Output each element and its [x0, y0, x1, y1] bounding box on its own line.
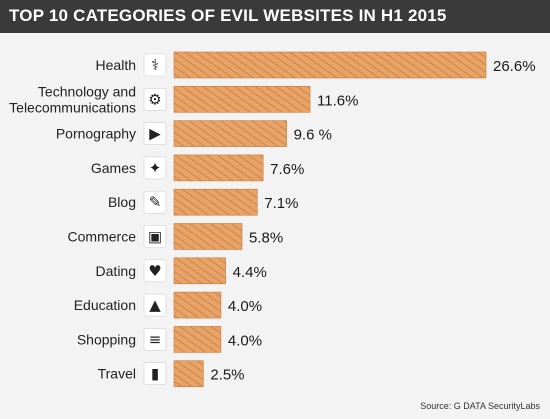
bar — [173, 120, 287, 147]
category-label: Education — [74, 297, 136, 313]
bar-row-health: Health ⚕ 26.6% — [96, 51, 536, 79]
category-label-line: Commerce — [68, 229, 137, 245]
luggage-icon: ▮ — [143, 362, 167, 386]
svg-text:⚕: ⚕ — [151, 56, 159, 74]
category-label: Technology and Telecommunications — [9, 83, 136, 115]
category-label: Shopping — [77, 331, 136, 347]
shopping-cart-icon: ≡ — [143, 328, 167, 351]
value-label: 7.6% — [270, 161, 304, 178]
value-label: 4.4% — [233, 264, 267, 281]
category-label-line: Dating — [96, 263, 136, 279]
gamepad-icon: ✦ — [143, 156, 167, 180]
svg-text:✦: ✦ — [149, 159, 162, 177]
bar — [173, 326, 222, 353]
value-label: 4.0% — [228, 332, 262, 349]
gear-icon: ⚙ — [143, 87, 167, 111]
svg-text:▣: ▣ — [148, 228, 162, 246]
value-label: 2.5% — [210, 367, 244, 384]
category-label: Travel — [98, 366, 136, 382]
bar-chart: Health ⚕ 26.6% Technology and Telecommunicat… — [9, 51, 536, 388]
bar — [173, 51, 487, 79]
bar-row-travel: Travel ▮ 2.5% — [98, 360, 245, 388]
svg-text:≡: ≡ — [149, 330, 162, 348]
category-label-line: Health — [96, 57, 136, 73]
svg-text:♥: ♥ — [148, 262, 161, 280]
category-label: Dating — [96, 263, 136, 279]
bar-row-commerce: Commerce ▣ 5.8% — [68, 223, 283, 250]
category-label: Blog — [108, 194, 136, 210]
bar — [173, 85, 311, 113]
value-label: 7.1% — [264, 195, 298, 212]
category-label-line: Blog — [108, 194, 136, 210]
bar — [173, 257, 226, 285]
category-label-line: Telecommunications — [9, 99, 136, 115]
graduation-cap-icon: ▲ — [143, 293, 167, 317]
category-label-line: Technology and — [38, 83, 136, 99]
category-label-line: Pornography — [56, 126, 136, 142]
bar — [173, 360, 204, 388]
bar — [173, 223, 243, 250]
value-label: 5.8% — [249, 230, 283, 247]
bar — [173, 291, 222, 319]
source-note: Source: G DATA SecurityLabs — [420, 401, 540, 411]
value-label: 4.0% — [228, 298, 262, 315]
value-label: 11.6% — [317, 92, 358, 109]
value-label: 9.6 % — [294, 127, 332, 144]
title-bar: TOP 10 CATEGORIES OF EVIL WEBSITES IN H1… — [0, 0, 550, 33]
bar — [173, 154, 264, 182]
category-label-line: Games — [91, 160, 136, 176]
category-label-line: Shopping — [77, 331, 136, 347]
category-label: Health — [96, 57, 136, 73]
category-label-line: Education — [74, 297, 136, 313]
svg-text:✎: ✎ — [149, 193, 162, 211]
category-label: Games — [91, 160, 136, 176]
keyboard-heart-icon: ♥ — [143, 259, 167, 283]
category-label-line: Travel — [98, 366, 136, 382]
category-label: Commerce — [68, 229, 137, 245]
bar-row-shopping: Shopping ≡ 4.0% — [77, 326, 262, 353]
bar — [173, 188, 258, 216]
bar-row-games: Games ✦ 7.6% — [91, 154, 304, 182]
bar-row-technology-and-telecommunications: Technology and Telecommunications ⚙ 11.6% — [9, 83, 358, 115]
bar-row-pornography: Pornography ▶ 9.6 % — [56, 120, 332, 147]
svg-text:⚙: ⚙ — [148, 90, 161, 108]
bar-row-dating: Dating ♥ 4.4% — [96, 257, 267, 285]
play-icon: ▶ — [143, 122, 167, 145]
bar-row-blog: Blog ✎ 7.1% — [108, 188, 298, 216]
caduceus-icon: ⚕ — [143, 53, 167, 77]
chart-title: TOP 10 CATEGORIES OF EVIL WEBSITES IN H1… — [9, 6, 447, 25]
bar-row-education: Education ▲ 4.0% — [74, 291, 262, 319]
value-label: 26.6% — [493, 58, 536, 75]
svg-text:▶: ▶ — [149, 125, 161, 143]
briefcase-icon: ▣ — [143, 225, 167, 248]
svg-text:▮: ▮ — [151, 365, 159, 383]
category-label: Pornography — [56, 126, 136, 142]
svg-text:▲: ▲ — [149, 296, 161, 314]
blog-icon: ✎ — [143, 190, 167, 214]
